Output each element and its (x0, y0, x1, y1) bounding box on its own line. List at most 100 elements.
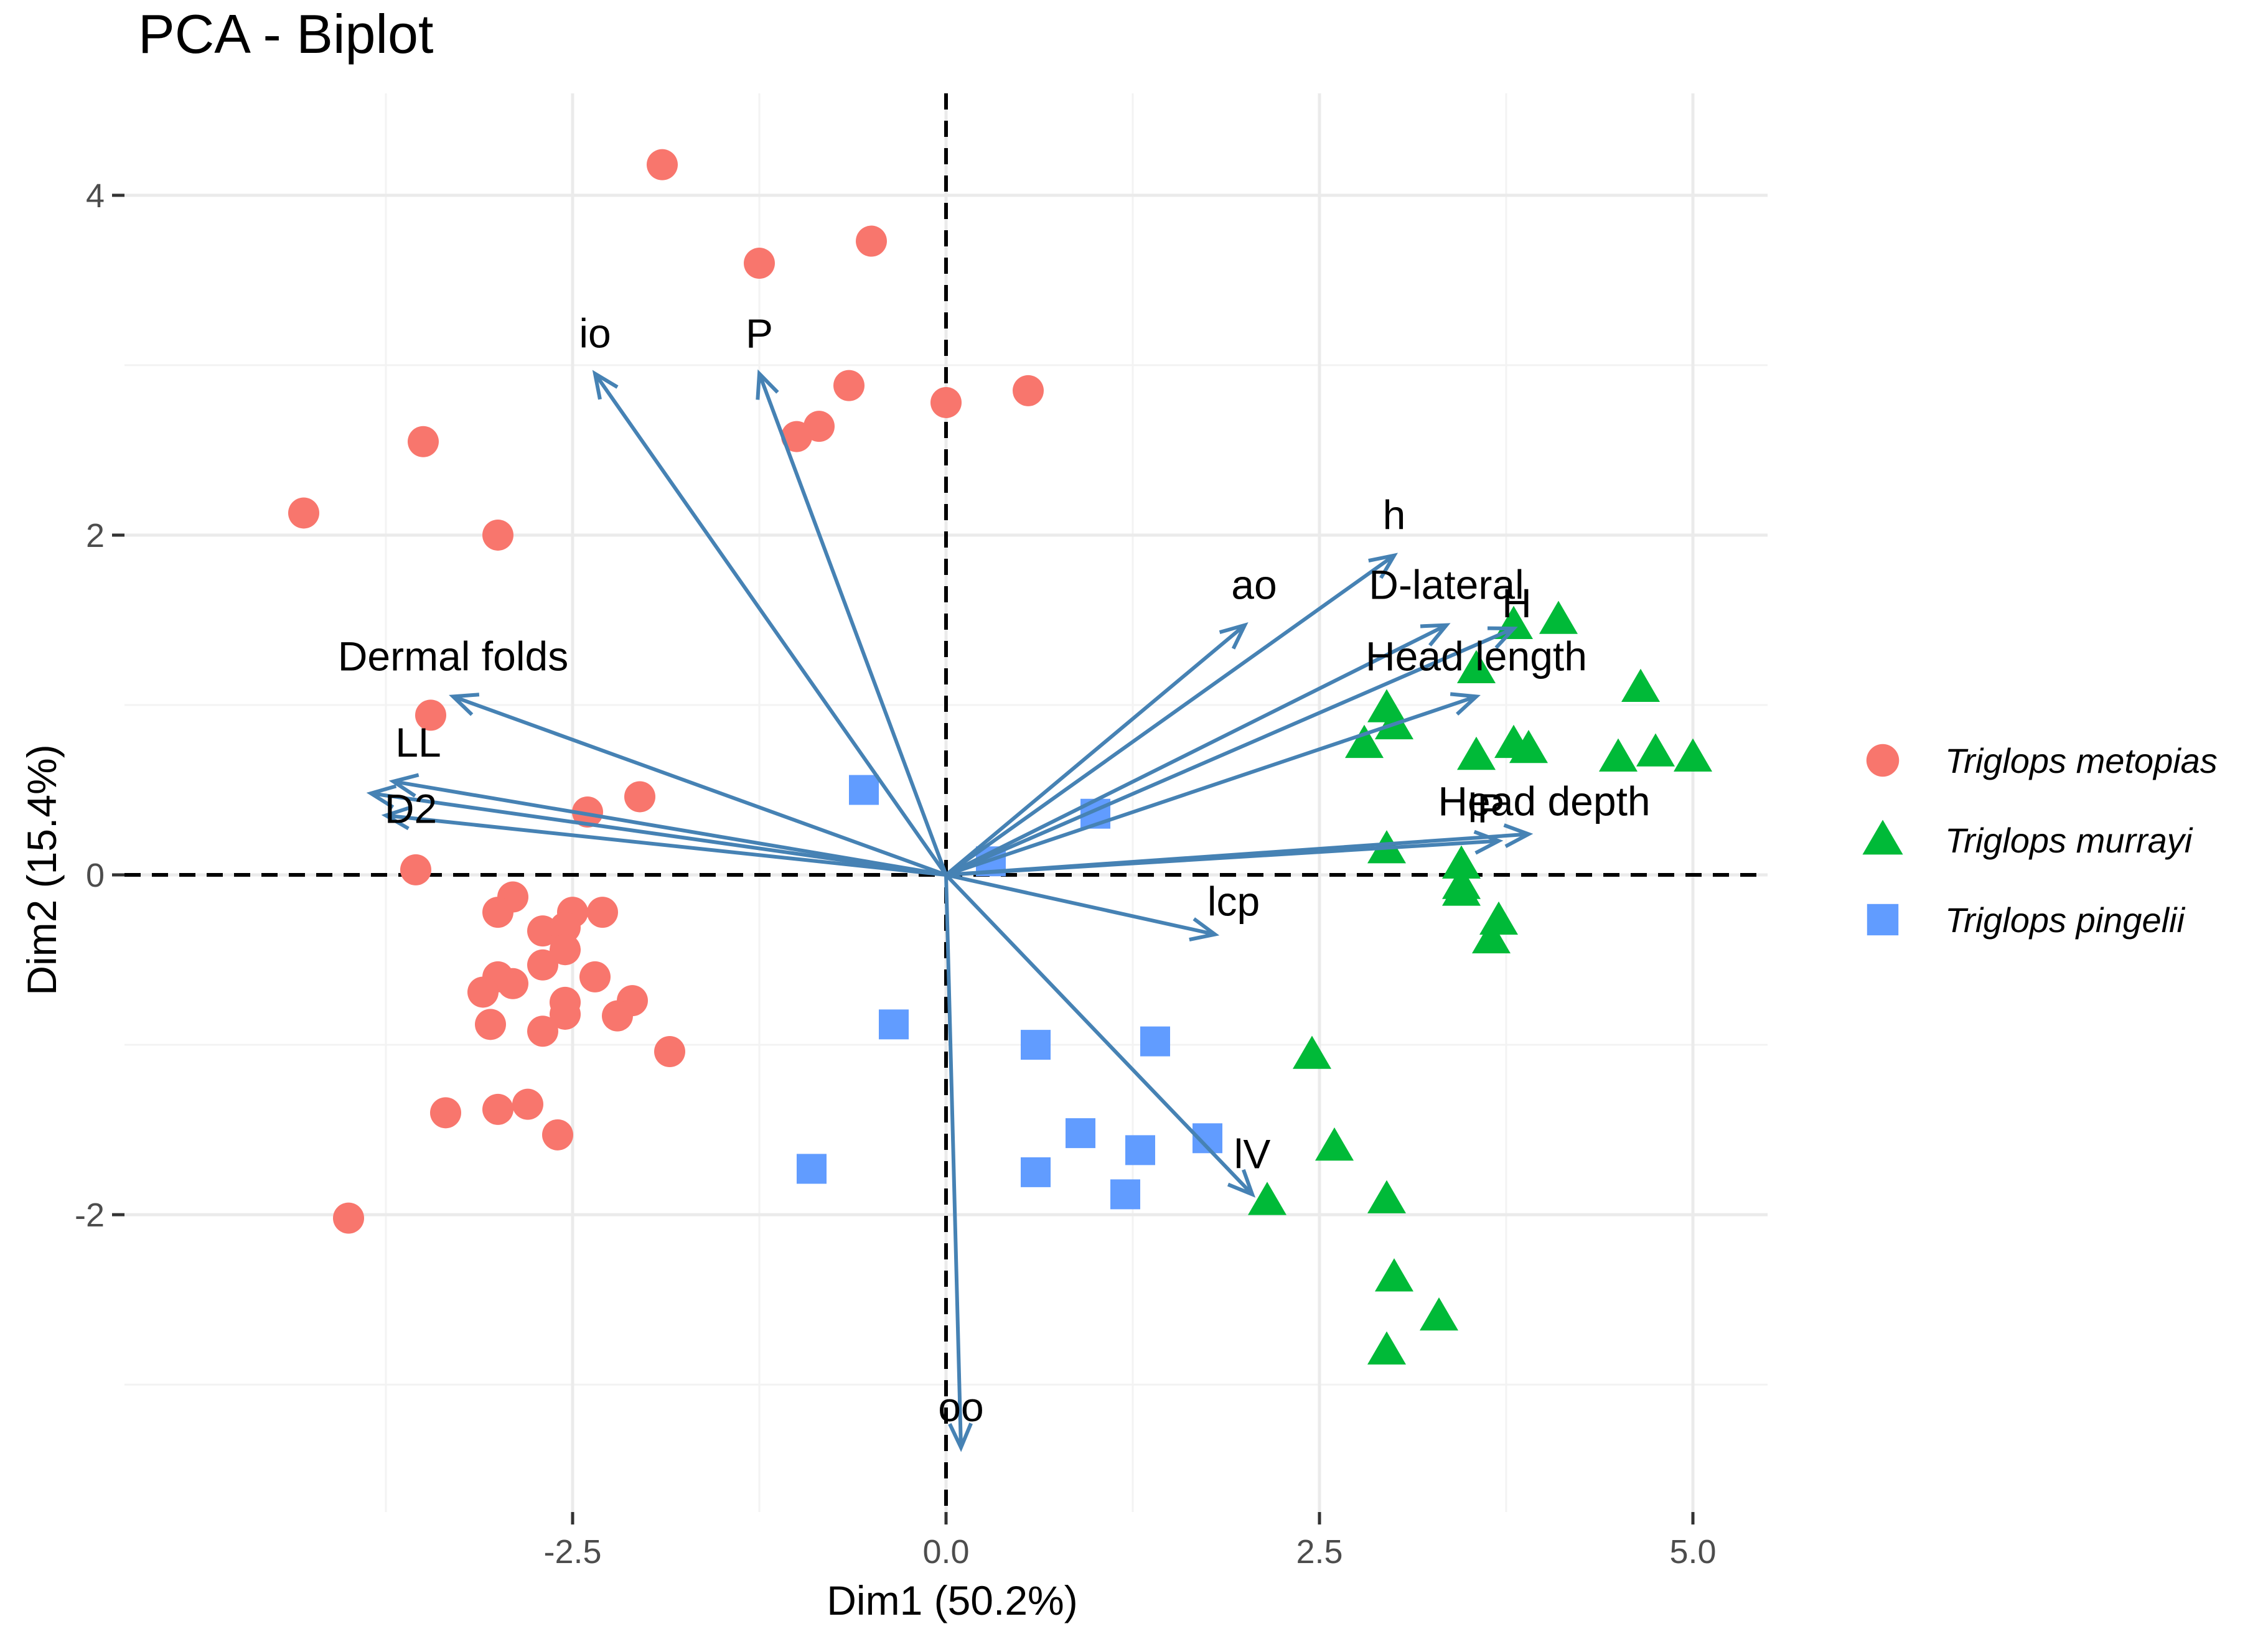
circle-point (833, 370, 865, 401)
variable-arrow-head (388, 773, 419, 798)
triangle-point (1442, 872, 1481, 906)
circle-point (579, 961, 611, 992)
circle-point (856, 225, 887, 257)
variable-label: H (1502, 580, 1532, 626)
variable-label: ao (1231, 562, 1277, 608)
triangle-point (1599, 738, 1638, 772)
variable-label: lcp (1207, 879, 1260, 925)
circle-point (542, 1119, 573, 1151)
circle-point (497, 968, 528, 999)
variable-label: oo (938, 1384, 983, 1430)
x-tick-label: 2.5 (1296, 1533, 1343, 1571)
triangle-point (1457, 650, 1496, 683)
data-points (288, 149, 1712, 1365)
legend: Triglops metopias Triglops murrayi Triglop… (1862, 741, 2218, 940)
variable-arrow-shaft (757, 373, 948, 876)
circle-point (333, 1202, 364, 1234)
variable-label: D2 (385, 785, 437, 831)
legend-label: Triglops murrayi (1945, 821, 2193, 860)
variable-arrow-shaft (945, 554, 1395, 877)
variable-label: Head length (1366, 633, 1587, 679)
triangle-point (1293, 1035, 1331, 1069)
variable-arrow-head (381, 805, 411, 831)
circle-point (482, 897, 513, 928)
square-point (1125, 1135, 1155, 1165)
variable-label: lP (1468, 785, 1505, 831)
circle-point (512, 1088, 543, 1120)
variable-arrow-head (1189, 917, 1220, 941)
circle-point (482, 519, 513, 551)
variable-label: io (579, 310, 611, 357)
triangle-point (1636, 733, 1675, 767)
legend-square-key (1867, 903, 1899, 936)
variable-arrow-head (1227, 1169, 1256, 1198)
circle-point (602, 1000, 633, 1032)
circle-point (647, 149, 678, 180)
circle-point (527, 949, 558, 981)
variable-arrow-head (948, 1422, 973, 1452)
y-axis-title: Dim2 (15.4%) (19, 744, 65, 995)
variable-arrow-shaft (945, 623, 1448, 877)
variable-arrow-shaft (944, 874, 963, 1448)
variable-arrow-shaft (944, 873, 1254, 1196)
square-point (849, 775, 879, 805)
variable-arrow-head (1450, 692, 1481, 716)
variable-arrow-head (1219, 622, 1249, 650)
variable-arrow-head (756, 369, 779, 400)
circle-point (467, 976, 499, 1008)
circle-point (624, 781, 655, 813)
circle-point (572, 796, 603, 828)
square-point (1140, 1026, 1170, 1057)
triangle-point (1375, 1258, 1413, 1292)
variable-arrow-head (1420, 623, 1451, 647)
y-tick-label: 2 (86, 517, 105, 554)
y-tick-label: 4 (86, 177, 105, 215)
square-point (1110, 1179, 1140, 1210)
circle-point (288, 497, 319, 529)
variable-arrow-head (1487, 626, 1518, 650)
triangle-point (1442, 845, 1481, 879)
variable-arrow-shaft (370, 791, 947, 877)
legend-triangle-key (1862, 819, 1903, 855)
y-tick-label: 0 (86, 857, 105, 894)
circle-point (400, 854, 431, 885)
circle-point (475, 1009, 506, 1040)
triangle-point (1472, 920, 1511, 954)
circle-point (550, 998, 581, 1030)
variable-arrow-head (366, 784, 397, 809)
circle-point (1013, 375, 1044, 406)
triangle-point (1248, 1182, 1286, 1215)
square-point (1066, 1118, 1095, 1149)
variable-arrow-shaft (945, 839, 1499, 877)
variable-arrow-shaft (452, 694, 947, 877)
y-tick-label: -2 (75, 1197, 105, 1234)
triangle-point (1367, 1331, 1406, 1365)
variable-arrow-shaft (945, 627, 1515, 877)
variable-arrow-head (1503, 823, 1534, 848)
circle-point (930, 386, 962, 418)
triangle-point (1509, 729, 1548, 763)
variable-label: D-lateral (1369, 562, 1524, 608)
x-tick-label: 0.0 (922, 1533, 969, 1571)
variable-label: LL (395, 719, 441, 765)
circle-point (744, 248, 775, 279)
circle-point (430, 1097, 461, 1129)
variable-arrow-head (1368, 553, 1398, 579)
x-tick-label: -2.5 (543, 1533, 601, 1571)
variable-arrow-head (449, 693, 480, 716)
variable-label: h (1383, 492, 1406, 538)
circle-point (654, 1036, 685, 1068)
circle-point (415, 699, 446, 731)
variable-label: Dermal folds (338, 633, 568, 679)
triangle-point (1420, 1297, 1458, 1331)
variable-arrow-shaft (385, 813, 947, 877)
circle-point (550, 934, 581, 966)
circle-point (408, 426, 439, 457)
circle-point (482, 1093, 513, 1125)
triangle-point (1621, 668, 1660, 703)
x-axis: -2.5 0.0 2.5 5.0 (543, 1512, 1717, 1571)
triangle-point (1479, 901, 1518, 935)
square-point (879, 1009, 909, 1040)
triangle-point (1539, 600, 1578, 634)
variable-arrow-head (1473, 829, 1504, 855)
